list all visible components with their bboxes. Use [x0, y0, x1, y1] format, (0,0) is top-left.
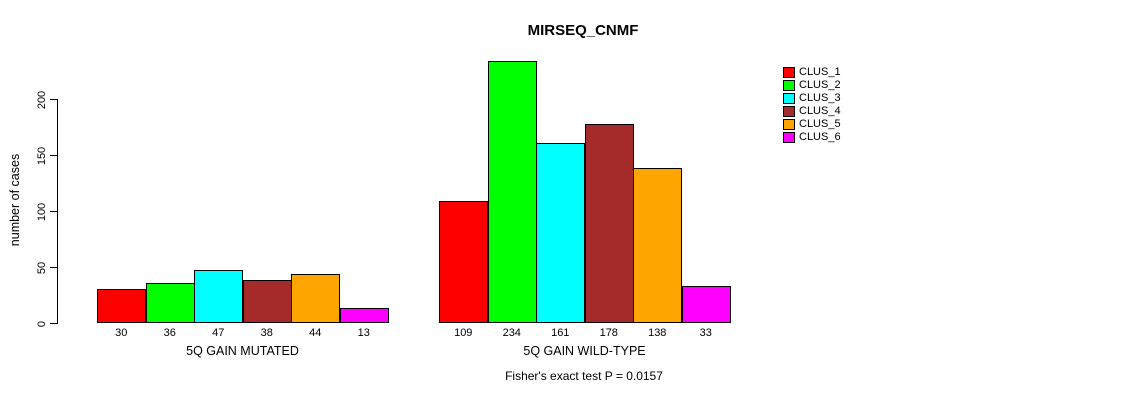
bar-value-label: 234	[502, 327, 521, 339]
bar-value-label: 38	[260, 327, 273, 339]
bar-clus_2	[487, 61, 537, 323]
legend-swatch	[783, 93, 795, 104]
y-axis-tick	[50, 323, 57, 324]
bar-clus_4	[242, 280, 292, 323]
bar-clus_1	[439, 201, 488, 323]
y-axis-tick	[50, 211, 57, 212]
bar-value-label: 30	[115, 327, 128, 339]
y-axis-tick-label: 200	[36, 90, 48, 109]
legend-label: CLUS_1	[799, 66, 841, 78]
y-axis-tick	[50, 99, 57, 100]
legend-swatch	[783, 67, 795, 78]
bar-value-label: 44	[309, 327, 322, 339]
legend-label: CLUS_6	[799, 131, 841, 143]
bar-clus_2	[145, 283, 195, 323]
y-axis-tick-label: 100	[36, 202, 48, 221]
x-axis-group-label: 5Q GAIN MUTATED	[186, 344, 299, 358]
bar-value-label: 13	[357, 327, 370, 339]
bar-value-label: 47	[212, 327, 225, 339]
y-axis-tick-label: 150	[36, 146, 48, 165]
legend-swatch	[783, 80, 795, 91]
y-axis-line	[57, 99, 58, 324]
legend-swatch	[783, 119, 795, 130]
bar-clus_3	[194, 270, 243, 323]
legend-label: CLUS_3	[799, 92, 841, 104]
y-axis-tick-label: 0	[36, 320, 48, 327]
bar-clus_6	[681, 286, 731, 323]
x-axis-group-label: 5Q GAIN WILD-TYPE	[523, 344, 646, 358]
legend-label: CLUS_4	[799, 105, 841, 117]
legend-swatch	[783, 132, 795, 143]
bar-value-label: 36	[163, 327, 176, 339]
bar-value-label: 161	[551, 327, 570, 339]
bar-clus_5	[291, 274, 340, 323]
bar-value-label: 178	[599, 327, 618, 339]
bar-value-label: 138	[648, 327, 667, 339]
bar-clus_6	[339, 308, 389, 323]
bar-value-label: 109	[454, 327, 473, 339]
bar-clus_1	[97, 289, 146, 323]
legend-swatch	[783, 106, 795, 117]
chart-title: MIRSEQ_CNMF	[527, 22, 639, 39]
legend-label: CLUS_2	[799, 79, 841, 91]
bar-clus_5	[633, 168, 682, 323]
y-axis-tick	[50, 267, 57, 268]
bar-value-label: 33	[699, 327, 712, 339]
bar-clus_3	[536, 143, 585, 323]
bar-clus_4	[584, 124, 634, 323]
y-axis-tick-label: 50	[36, 261, 48, 274]
legend-label: CLUS_5	[799, 118, 841, 130]
y-axis-tick	[50, 155, 57, 156]
y-axis-label: number of cases	[8, 153, 22, 247]
fisher-test-annotation: Fisher's exact test P = 0.0157	[505, 369, 663, 383]
